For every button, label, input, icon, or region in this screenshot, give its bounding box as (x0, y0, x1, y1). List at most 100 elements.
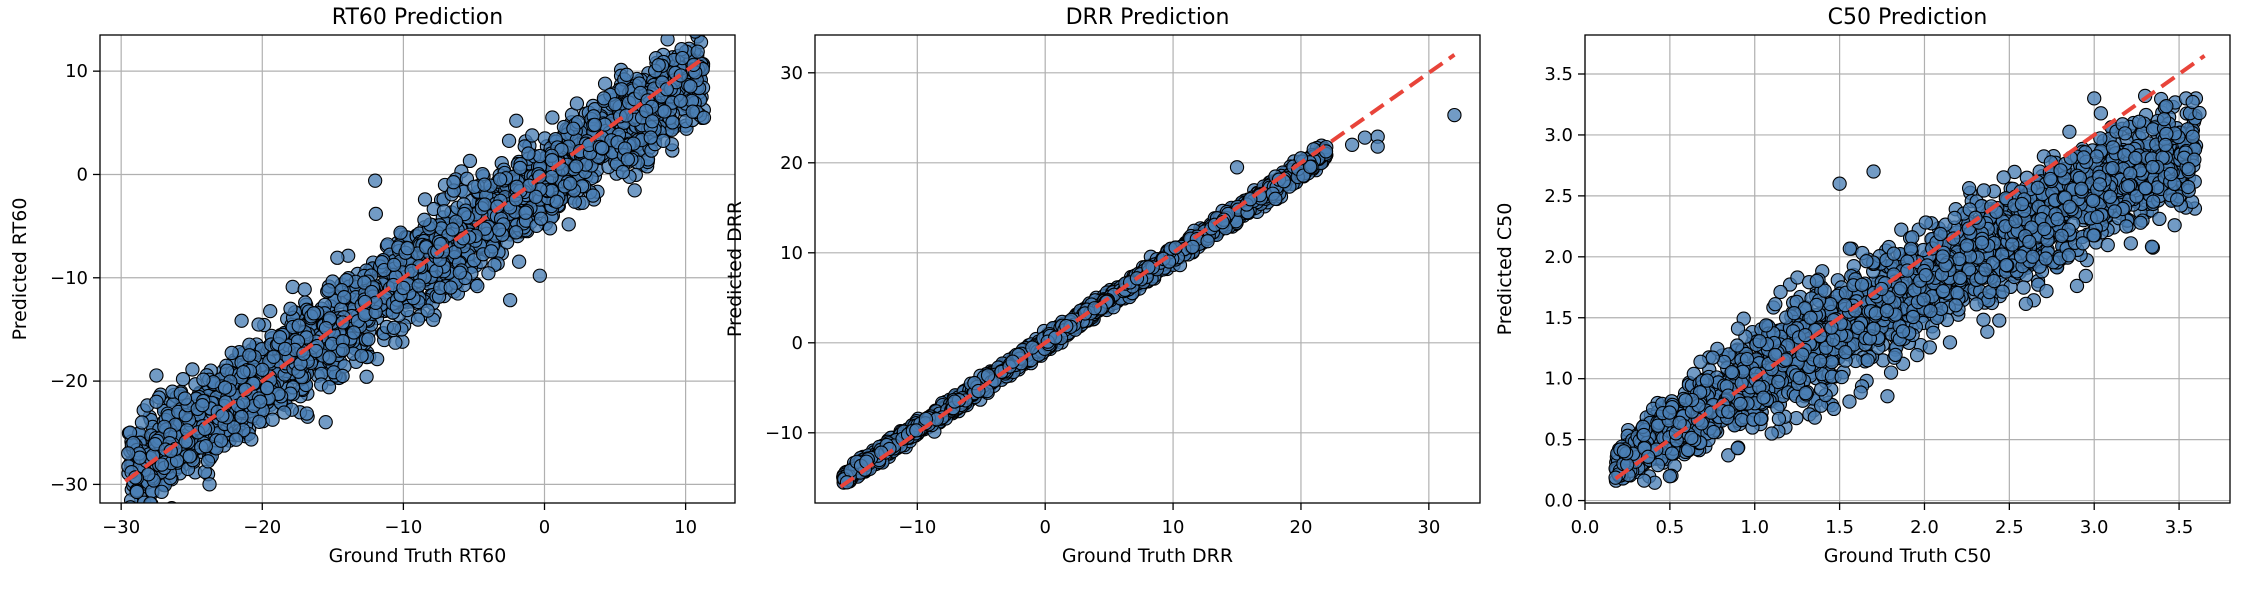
data-point (512, 160, 528, 176)
data-point (410, 312, 426, 327)
data-point (470, 278, 485, 294)
data-point (417, 212, 432, 227)
data-point (594, 140, 610, 156)
data-point (299, 406, 314, 421)
data-point (1185, 239, 1200, 255)
data-point (200, 454, 216, 469)
data-point (1200, 234, 1215, 249)
x-tick-label: −20 (243, 517, 281, 538)
data-point (596, 91, 612, 106)
data-point (149, 394, 164, 409)
data-point (501, 133, 517, 148)
x-tick-label: 30 (1417, 517, 1440, 538)
data-point (236, 365, 251, 380)
data-point (386, 257, 402, 273)
data-point (368, 173, 383, 188)
y-tick-label: 0 (792, 333, 803, 354)
data-point (182, 449, 197, 464)
data-point (614, 82, 629, 97)
y-tick-label: −30 (50, 474, 88, 495)
data-point (502, 292, 518, 308)
data-point (396, 280, 411, 296)
data-point (491, 222, 507, 237)
scatter-points (1608, 88, 2207, 490)
y-tick-label: 10 (780, 243, 803, 264)
x-tick-label: 10 (1162, 517, 1185, 538)
data-point (509, 113, 524, 128)
data-point (272, 330, 288, 345)
data-point (285, 279, 300, 295)
data-point (477, 197, 492, 212)
data-point (688, 35, 702, 39)
data-point (224, 345, 239, 361)
data-point (481, 266, 496, 281)
data-point (196, 372, 211, 387)
data-point (297, 282, 312, 297)
data-point (185, 362, 200, 377)
x-axis-label: Ground Truth RT60 (329, 545, 507, 567)
data-point (685, 104, 700, 119)
data-point (253, 394, 268, 409)
data-point (587, 117, 602, 133)
data-point (545, 110, 560, 125)
x-tick-label: 0 (539, 517, 550, 538)
data-point (202, 477, 217, 492)
data-point (484, 244, 499, 259)
data-point (291, 318, 306, 333)
data-point (213, 433, 229, 448)
data-point (322, 350, 337, 365)
data-point (1357, 130, 1373, 145)
data-point (368, 206, 383, 222)
data-point (321, 380, 337, 395)
y-axis-label: Predicted DRR (724, 201, 746, 337)
data-point (393, 225, 408, 240)
data-point (1229, 160, 1245, 175)
data-point (283, 301, 298, 316)
plot-frame (99, 34, 736, 504)
chart-title: DRR Prediction (1066, 5, 1230, 30)
data-point (277, 341, 293, 357)
data-point (696, 110, 712, 125)
data-point (177, 391, 193, 406)
data-point (511, 254, 527, 269)
data-point (492, 172, 508, 187)
data-point (620, 152, 636, 167)
y-tick-label: −10 (50, 268, 88, 289)
data-point (411, 278, 426, 293)
y-tick-label: 10 (65, 61, 88, 82)
data-point (683, 79, 698, 94)
data-point (532, 268, 547, 283)
data-point (462, 153, 478, 169)
data-point (121, 446, 136, 461)
chart-title: RT60 Prediction (332, 5, 503, 30)
data-point (980, 368, 996, 383)
data-point (234, 313, 249, 328)
data-point (420, 303, 435, 318)
data-point (217, 380, 233, 395)
data-point (533, 211, 549, 226)
data-point (236, 395, 251, 410)
data-point (607, 97, 623, 112)
data-point (234, 409, 249, 425)
data-point (645, 114, 660, 129)
data-point (508, 225, 524, 240)
x-tick-label: 0 (1039, 517, 1050, 538)
data-point (643, 130, 658, 145)
data-point (251, 317, 266, 332)
data-point (452, 265, 467, 280)
data-point (651, 58, 666, 73)
data-point (357, 275, 372, 290)
data-point (337, 290, 352, 305)
data-point (154, 457, 169, 472)
data-point (306, 306, 321, 321)
data-point (615, 164, 631, 180)
data-point (659, 82, 674, 97)
data-point (361, 332, 376, 347)
data-point (215, 408, 230, 423)
data-point (521, 146, 536, 161)
data-point (657, 104, 672, 119)
data-point (330, 250, 345, 265)
data-point (436, 204, 452, 219)
data-point (569, 96, 585, 111)
